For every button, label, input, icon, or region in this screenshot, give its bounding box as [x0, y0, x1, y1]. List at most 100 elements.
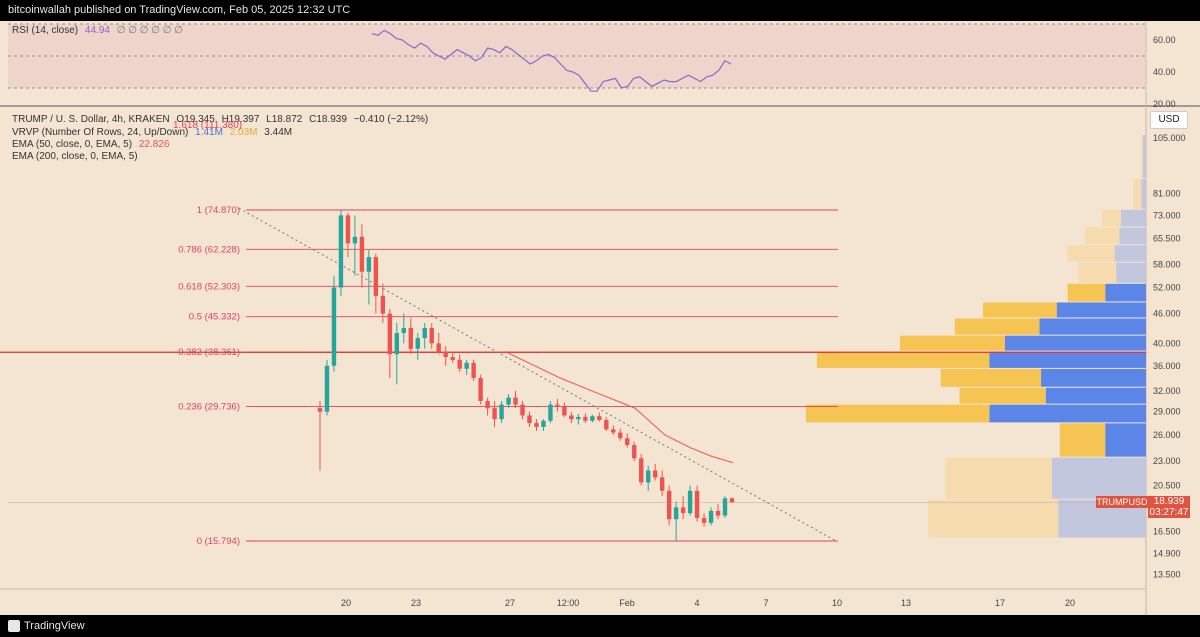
- vp-up-6: [1105, 283, 1146, 302]
- candle-body-12: [401, 327, 406, 333]
- time-tick-9: 17: [995, 598, 1005, 608]
- rsi-legend-extra: ∅ ∅ ∅ ∅ ∅ ∅: [116, 25, 183, 36]
- time-tick-7: 10: [832, 598, 842, 608]
- candle-body-45: [632, 445, 637, 459]
- candle-body-31: [534, 423, 539, 427]
- candle-body-42: [611, 429, 616, 433]
- price-tick-5: 52.000: [1153, 283, 1181, 293]
- vp-up-5: [1116, 262, 1146, 283]
- price-tick-9: 32.000: [1153, 386, 1181, 396]
- publisher-bar: bitcoinwallah published on TradingView.c…: [0, 0, 1200, 21]
- candle-body-35: [562, 405, 567, 416]
- bar-countdown: 03:27:47: [1149, 507, 1189, 518]
- price-tick-8: 36.000: [1153, 361, 1181, 371]
- vp-down-4: [1067, 245, 1115, 262]
- candle-body-33: [548, 404, 553, 421]
- candle-body-39: [590, 416, 595, 421]
- candle-body-57: [715, 510, 721, 516]
- currency-button[interactable]: USD: [1150, 111, 1188, 129]
- vp-down-3: [1084, 227, 1120, 245]
- vp-up-2: [1120, 209, 1146, 227]
- candle-body-29: [520, 404, 525, 416]
- candle-body-40: [597, 416, 602, 420]
- candle-body-54: [694, 490, 700, 518]
- rsi-tick-2: 20.00: [1153, 99, 1176, 109]
- candle-body-24: [485, 401, 490, 409]
- time-tick-0: 20: [341, 598, 351, 608]
- vrvp-down: 2.03M: [229, 127, 258, 138]
- vp-up-0: [1142, 135, 1146, 179]
- vp-down-7: [983, 302, 1057, 318]
- price-chart[interactable]: 60.00 40.00 20.00 1 (74.870) 0.786 (62.228) 0…: [0, 21, 1200, 615]
- candle-body-41: [604, 419, 609, 430]
- footer-brand: TradingView: [24, 620, 85, 632]
- rsi-legend-label: RSI (14, close): [12, 25, 79, 36]
- vp-down-8: [954, 318, 1040, 335]
- candle-body-25: [492, 408, 497, 420]
- candle-body-23: [478, 377, 483, 402]
- candle-body-2: [331, 287, 337, 366]
- vp-up-13: [989, 404, 1146, 423]
- vp-up-10: [989, 351, 1146, 368]
- fib-overlap-label: 1.618 (111.380): [173, 120, 243, 131]
- candle-body-27: [506, 397, 511, 405]
- candle-body-15: [422, 327, 427, 339]
- candle-body-56: [708, 510, 714, 523]
- price-tick-4: 58.000: [1153, 259, 1181, 269]
- symbol-close: C18.939: [309, 114, 347, 125]
- vrvp-legend: VRVP (Number Of Rows, 24, Up/Down) 1.41M…: [12, 127, 296, 138]
- ema50-legend: EMA (50, close, 0, EMA, 5) 22.826: [12, 139, 173, 150]
- price-tick-15: 14.900: [1153, 548, 1181, 558]
- vrvp-label: VRVP (Number Of Rows, 24, Up/Down): [12, 127, 189, 138]
- symbol-legend: TRUMP / U. S. Dollar, 4h, KRAKEN O19.345…: [12, 114, 432, 125]
- candle-body-5: [352, 236, 358, 244]
- rsi-legend: RSI (14, close) 44.94 ∅ ∅ ∅ ∅ ∅ ∅: [12, 25, 187, 36]
- candle-body-3: [338, 215, 344, 288]
- vp-up-11: [1041, 368, 1146, 387]
- price-tick-11: 26.000: [1153, 430, 1181, 440]
- candle-body-10: [387, 313, 393, 355]
- symbol-change: −0.410 (−2.12%): [353, 114, 429, 125]
- candle-body-13: [408, 327, 413, 349]
- time-tick-2: 27: [505, 598, 515, 608]
- symbol-high: H19.397: [221, 114, 260, 125]
- candle-body-8: [373, 257, 379, 296]
- vp-up-9: [1004, 335, 1146, 351]
- candle-body-55: [701, 517, 707, 523]
- candle-body-9: [380, 295, 386, 314]
- fib-label-1: 0.786 (62.228): [178, 244, 240, 255]
- candle-body-26: [499, 404, 504, 420]
- vp-down-9: [900, 335, 1005, 351]
- ema50-line: [504, 351, 734, 464]
- candle-body-6: [359, 236, 365, 272]
- candle-body-53: [687, 490, 693, 514]
- last-price-tag: 18.939 03:27:47: [1148, 496, 1190, 518]
- rsi-tick-1: 40.00: [1153, 67, 1176, 77]
- candle-body-11: [394, 332, 400, 355]
- vp-down-14: [1059, 423, 1106, 457]
- vp-up-7: [1056, 302, 1146, 318]
- candle-body-36: [569, 415, 574, 420]
- price-tick-0: 105.000: [1153, 133, 1186, 143]
- candle-body-18: [443, 351, 448, 358]
- ema200-label: EMA (200, close, 0, EMA, 5): [12, 151, 138, 162]
- candle-body-49: [659, 477, 665, 491]
- candle-body-48: [652, 470, 658, 478]
- candle-body-0: [317, 408, 323, 412]
- candle-body-38: [583, 416, 588, 421]
- candle-body-7: [366, 257, 372, 272]
- candle-body-16: [429, 327, 434, 344]
- vp-up-4: [1114, 245, 1146, 262]
- fib-label-3: 0.5 (45.332): [189, 312, 240, 323]
- candle-body-19: [450, 357, 455, 360]
- vp-down-11: [940, 368, 1042, 387]
- candle-body-44: [625, 438, 630, 446]
- candle-body-28: [513, 397, 518, 405]
- candle-body-34: [555, 404, 560, 406]
- candle-body-30: [527, 415, 532, 424]
- last-price: 18.939: [1153, 496, 1185, 507]
- candle-body-52: [680, 507, 686, 514]
- tradingview-footer: TradingView: [0, 615, 1200, 637]
- tradingview-logo-icon: [8, 620, 20, 633]
- candle-body-1: [324, 365, 330, 412]
